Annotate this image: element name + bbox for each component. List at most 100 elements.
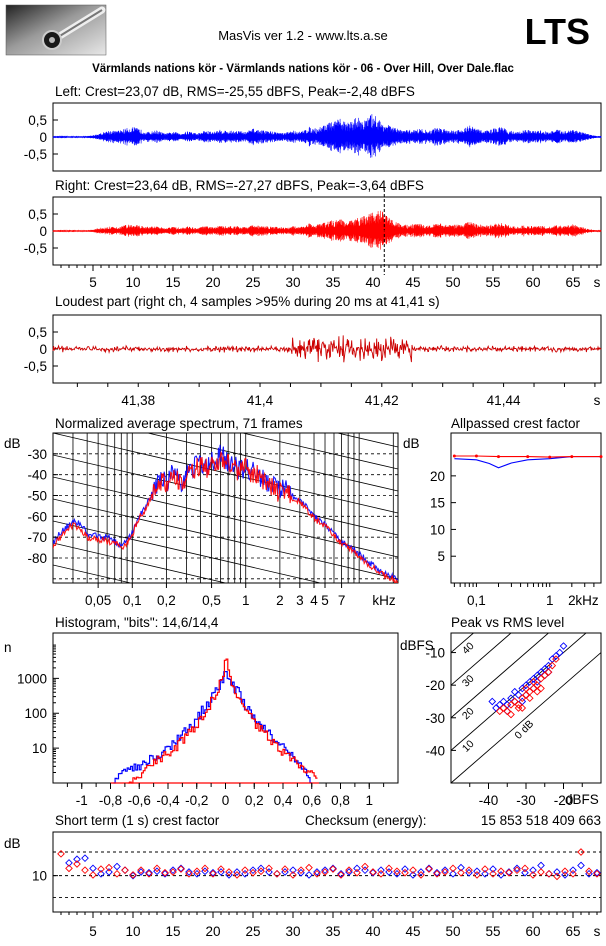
x-tick-label: 45 [405, 275, 420, 290]
x-unit-label: kHz [575, 593, 598, 608]
crest-point-left [385, 868, 393, 876]
slope-grid-line [53, 454, 398, 536]
x-tick-label: 0,6 [302, 793, 321, 808]
peak-rms-y-label: dBFS [400, 638, 434, 653]
y-tick-label: -40 [27, 468, 47, 483]
crest-point-left [281, 868, 289, 876]
crest-point-right [409, 866, 417, 875]
crest-point-right [505, 868, 513, 877]
left-channel-panel: Left: Crest=23,07 dB, RMS=-25,55 dBFS, P… [24, 84, 602, 172]
peak-rms-point-right [529, 678, 538, 686]
crest-point-right [305, 863, 313, 872]
crest-point-right [401, 868, 409, 877]
crest-point-right [457, 868, 465, 877]
y-tick-label: -10 [425, 646, 445, 661]
x-tick-label: 20 [205, 924, 220, 939]
crest-point-right [345, 866, 353, 875]
crest-point-right [233, 871, 241, 879]
crest-point-left [473, 867, 481, 876]
left-channel-y-axis: 0,5 0 -0,5 [24, 113, 58, 162]
y-tick-label: 0 [39, 224, 47, 239]
allpass-point [496, 455, 500, 459]
crest-point-left [153, 867, 161, 876]
x-tick-label: 2 [568, 593, 576, 608]
crest-line [451, 633, 512, 686]
x-tick-label: 1 [242, 593, 250, 608]
crest-point-left [209, 868, 217, 877]
crest-line [451, 633, 550, 719]
x-tick-label: 41,44 [487, 393, 521, 408]
x-tick-label: 7 [338, 593, 346, 608]
x-tick-label: 4 [310, 593, 318, 608]
crest-point-right [89, 871, 97, 879]
x-tick-label: 0,5 [202, 593, 221, 608]
crest-point-right [105, 863, 113, 872]
crest-point-right [441, 868, 449, 876]
crest-point-right [145, 869, 153, 878]
crest-point-left [377, 866, 385, 875]
x-tick-label: 50 [445, 275, 460, 290]
y-tick-label: 0,5 [28, 325, 47, 340]
x-tick-label: 40 [365, 924, 380, 939]
crest-point-right [577, 848, 585, 856]
crest-point-right [321, 868, 329, 876]
x-tick-label: 40 [365, 275, 380, 290]
y-tick-label: -50 [27, 489, 47, 504]
crest-point-left [337, 869, 345, 878]
crest-point-right [153, 864, 161, 873]
spectrum-title: Normalized average spectrum, 71 frames [55, 416, 303, 431]
crest-point-left [561, 871, 569, 879]
crest-point-left [441, 866, 449, 875]
x-tick-label: 25 [245, 924, 260, 939]
crest-point-left [409, 871, 417, 879]
crest-point-left [233, 868, 241, 876]
x-tick-label: 0,2 [245, 793, 264, 808]
y-tick-label: 0,5 [28, 207, 47, 222]
crest-point-left [353, 864, 361, 873]
loudest-part-y-axis: 0,5 0 -0,5 [24, 325, 58, 374]
crest-point-right [353, 868, 361, 877]
crest-point-left [529, 866, 537, 875]
crest-point-right [329, 865, 337, 873]
x-unit-label: s [594, 275, 601, 290]
x-unit-label: s [594, 924, 601, 939]
crest-point-right [209, 869, 217, 878]
crest-point-left [489, 865, 497, 873]
crest-point-right [281, 865, 289, 873]
peak-rms-point-right [537, 684, 545, 693]
crest-point-right [249, 868, 257, 877]
spectrum-series-group [53, 444, 398, 583]
peak-rms-point-right [522, 684, 530, 693]
x-tick-label: 0 [222, 793, 230, 808]
y-tick-label: -70 [27, 530, 47, 545]
slope-grid-line [53, 498, 398, 580]
spectrum-panel: Normalized average spectrum, 71 frames d… [4, 416, 399, 608]
allpass-point [474, 454, 478, 458]
x-unit-label: s [594, 393, 601, 408]
x-tick-label: 0,05 [85, 593, 111, 608]
slope-grid-line [240, 433, 398, 470]
allpass-point [526, 455, 530, 459]
crest-point-left [425, 864, 433, 873]
x-tick-label: 0,1 [467, 593, 486, 608]
x-tick-label: 60 [525, 275, 540, 290]
spectrum-curves [53, 444, 398, 583]
peak-rms-points [488, 642, 568, 719]
histogram-plot [52, 632, 399, 784]
crest-point-right [201, 864, 209, 873]
crest-point-left [401, 865, 409, 873]
crest-point-right [113, 869, 121, 878]
x-tick-label: 1 [365, 793, 373, 808]
x-tick-label: 3 [296, 593, 304, 608]
crest-point-right [513, 866, 521, 875]
crest-point-left [241, 869, 249, 878]
crest-point-right [129, 871, 137, 879]
crest-point-left [265, 868, 273, 876]
short-term-y-label: dB [4, 836, 21, 851]
crest-point-right [73, 860, 81, 868]
y-tick-label: -80 [27, 551, 47, 566]
crest-point-right [585, 867, 593, 876]
crest-point-right [185, 869, 193, 878]
